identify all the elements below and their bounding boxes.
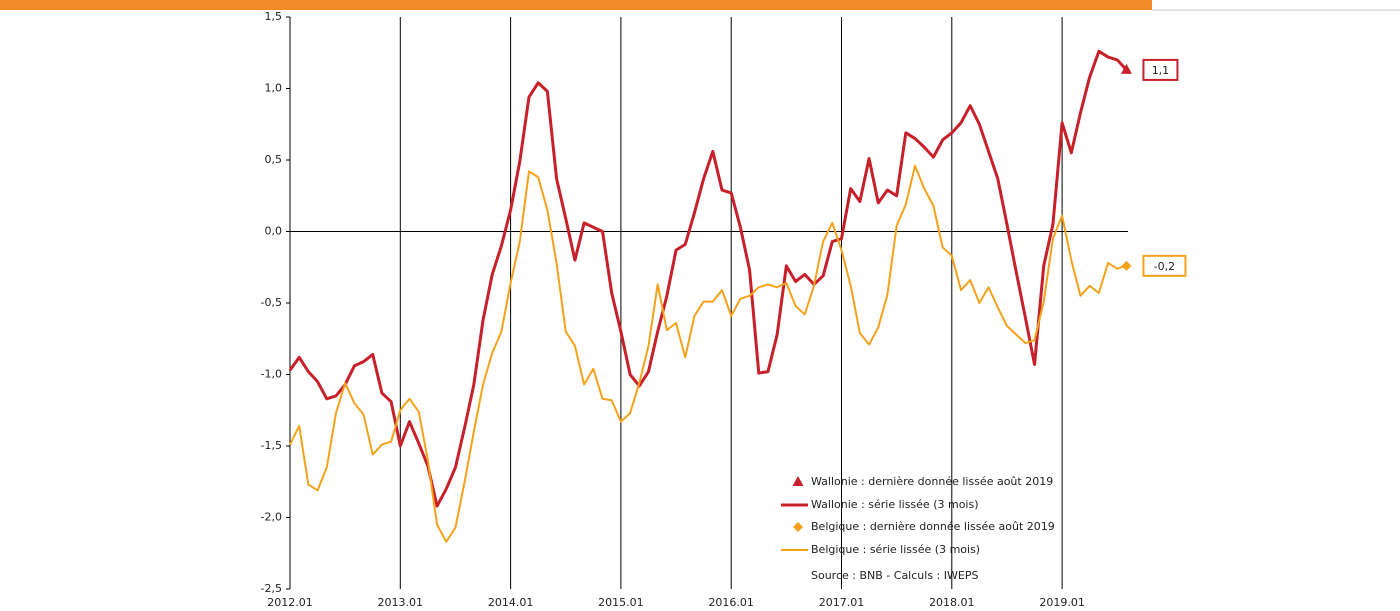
legend-marker — [792, 476, 804, 486]
header-bar — [0, 0, 1152, 10]
value-label: 1,1 — [1152, 64, 1170, 77]
x-tick-label: 2016.01 — [708, 596, 754, 609]
y-tick-label: -2,5 — [261, 582, 282, 595]
value-label-box — [1142, 58, 1179, 81]
y-tick-label: 0,5 — [265, 153, 283, 166]
x-tick-label: 2012.01 — [267, 596, 313, 609]
legend-label: Belgique : série lissée (3 mois) — [811, 543, 980, 556]
x-tick-label: 2019.01 — [1039, 596, 1085, 609]
last-point — [1120, 63, 1132, 74]
source: Source : BNB - Calculs : IWEPS — [811, 569, 978, 582]
x-tick-label: 2014.01 — [488, 596, 534, 609]
series-line — [289, 164, 1127, 543]
value-label-box — [1142, 254, 1187, 277]
y-tick-label: -1,5 — [261, 439, 282, 452]
x-tick-label: 2013.01 — [378, 596, 424, 609]
x-tick-label: 2015.01 — [598, 596, 644, 609]
last-point — [1121, 260, 1132, 271]
y-tick-label: -1,0 — [261, 368, 282, 381]
legend-label: Wallonie : série lissée (3 mois) — [811, 498, 979, 511]
x-tick-label: 2017.01 — [819, 596, 865, 609]
y-tick-label: -0,5 — [261, 296, 282, 309]
legend-label: Wallonie : dernière donnée lissée août 2… — [811, 475, 1053, 488]
y-tick-label: 1,5 — [265, 10, 283, 23]
y-tick-label: -2,0 — [261, 511, 282, 524]
x-tick-label: 2018.01 — [929, 596, 975, 609]
legend-label: Belgique : dernière donnée lissée août 2… — [811, 520, 1055, 533]
legend-marker — [793, 522, 803, 532]
series-line — [288, 49, 1128, 508]
value-label: -0,2 — [1154, 260, 1175, 273]
y-tick-label: 0,0 — [265, 225, 283, 238]
y-tick-label: 1,0 — [265, 82, 283, 95]
